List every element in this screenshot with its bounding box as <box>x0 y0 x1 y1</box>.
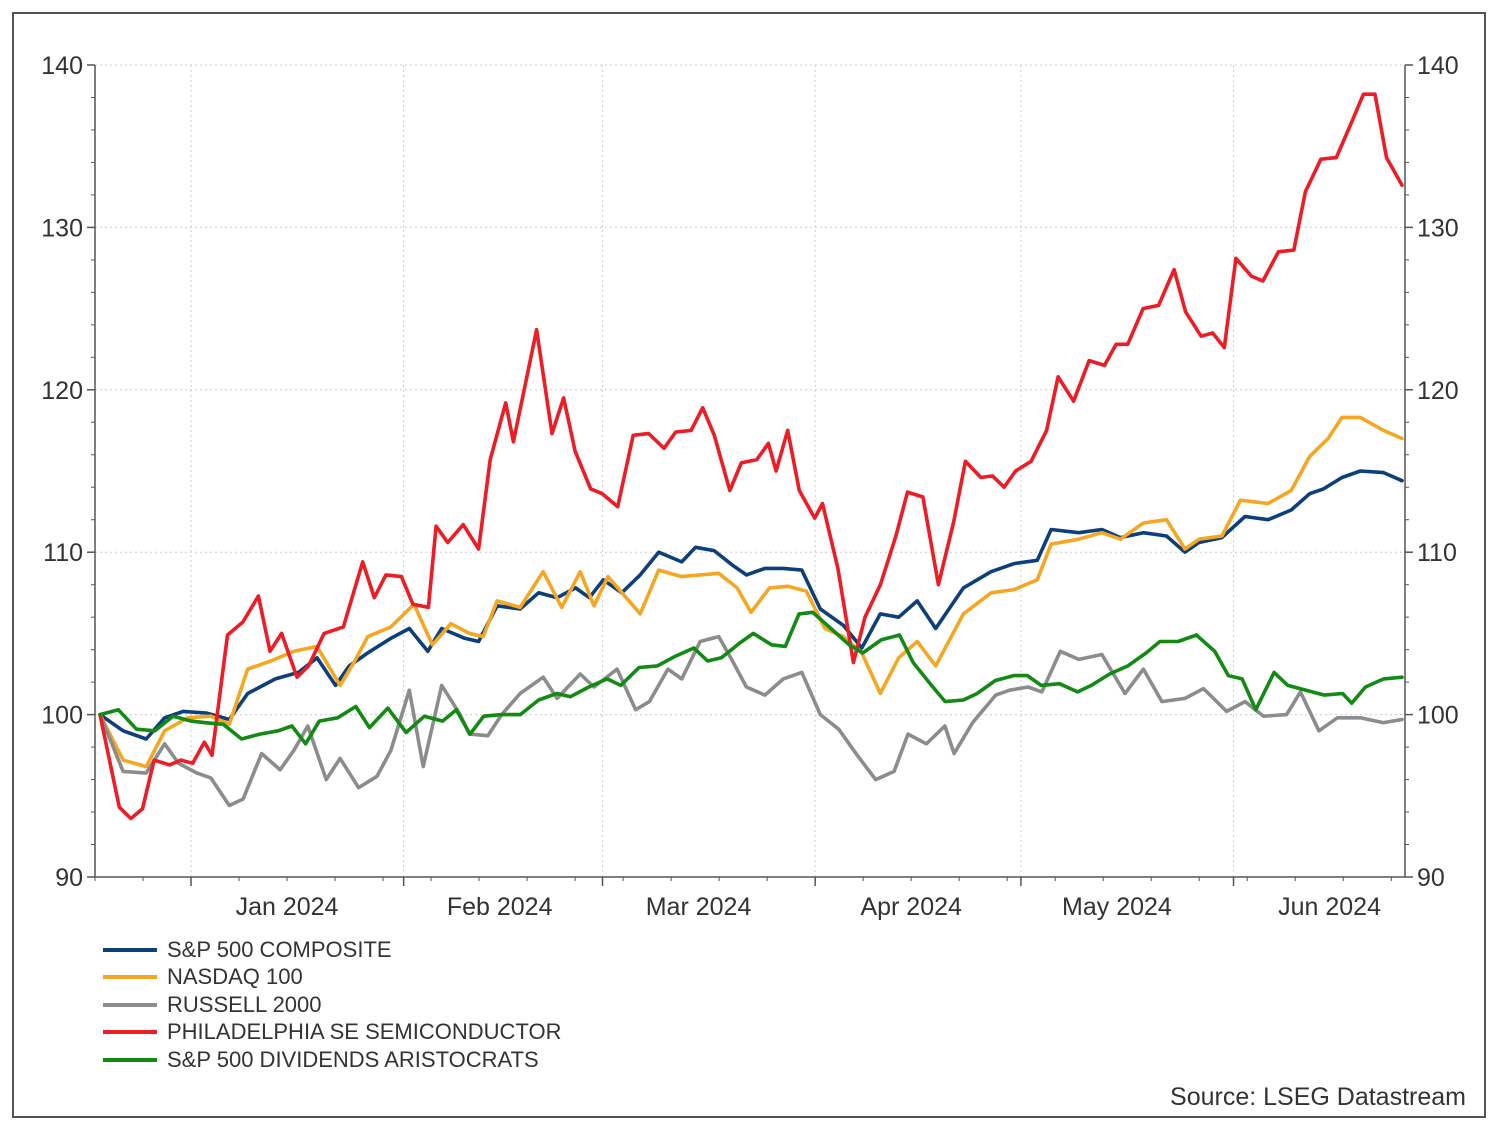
y-tick-label-left: 140 <box>41 52 83 80</box>
y-tick-label-right: 130 <box>1417 214 1459 242</box>
y-tick-label-left: 130 <box>41 214 83 242</box>
x-tick-label: Jan 2024 <box>236 893 339 921</box>
series-line-1 <box>98 415 1404 769</box>
legend-item-russell2000: RUSSELL 2000 <box>103 991 561 1019</box>
legend-item-semiconductor: PHILADELPHIA SE SEMICONDUCTOR <box>103 1019 561 1047</box>
series-line-4 <box>98 610 1404 746</box>
legend-label-sp500: S&P 500 COMPOSITE <box>167 936 392 962</box>
legend-swatch-russell2000 <box>103 1002 157 1007</box>
legend-label-semiconductor: PHILADELPHIA SE SEMICONDUCTOR <box>167 1019 562 1045</box>
y-tick-label-left: 100 <box>41 702 83 730</box>
y-tick-label-right: 110 <box>1417 539 1457 567</box>
x-tick-label: Apr 2024 <box>860 893 962 921</box>
series-line-0 <box>98 469 1404 741</box>
source-note: Source: LSEG Datastream <box>1170 1083 1466 1111</box>
series-line-2 <box>98 634 1404 808</box>
axes: 90 90 100 100 110 110 120 120 130 130 140 140 Jan 20… <box>41 52 1458 921</box>
legend-swatch-sp500 <box>103 947 157 952</box>
y-tick-label-right: 140 <box>1417 52 1459 80</box>
x-tick-label: Feb 2024 <box>447 893 553 921</box>
legend-swatch-nasdaq100 <box>103 975 157 980</box>
legend-item-aristocrats: S&P 500 DIVIDENDS ARISTOCRATS <box>103 1046 561 1074</box>
legend-label-aristocrats: S&P 500 DIVIDENDS ARISTOCRATS <box>167 1046 539 1072</box>
legend-label-russell2000: RUSSELL 2000 <box>167 991 322 1017</box>
y-tick-label-right: 90 <box>1417 864 1445 892</box>
chart-frame <box>12 12 1486 1118</box>
legend-item-nasdaq100: NASDAQ 100 <box>103 964 561 992</box>
legend-item-sp500: S&P 500 COMPOSITE <box>103 936 561 964</box>
series-lines <box>98 92 1404 821</box>
y-tick-label-right: 100 <box>1417 702 1459 730</box>
y-tick-label-left: 110 <box>43 539 83 567</box>
legend-swatch-semiconductor <box>103 1030 157 1035</box>
y-tick-label-left: 120 <box>41 377 83 405</box>
legend-swatch-aristocrats <box>103 1057 157 1062</box>
x-tick-label: Jun 2024 <box>1278 893 1381 921</box>
legend-label-nasdaq100: NASDAQ 100 <box>167 964 303 990</box>
legend: S&P 500 COMPOSITE NASDAQ 100 RUSSELL 200… <box>103 936 561 1074</box>
series-line-3 <box>98 92 1404 821</box>
x-tick-label: Mar 2024 <box>646 893 752 921</box>
x-tick-label: May 2024 <box>1062 893 1172 921</box>
y-tick-label-right: 120 <box>1417 377 1459 405</box>
y-tick-label-left: 90 <box>55 864 83 892</box>
